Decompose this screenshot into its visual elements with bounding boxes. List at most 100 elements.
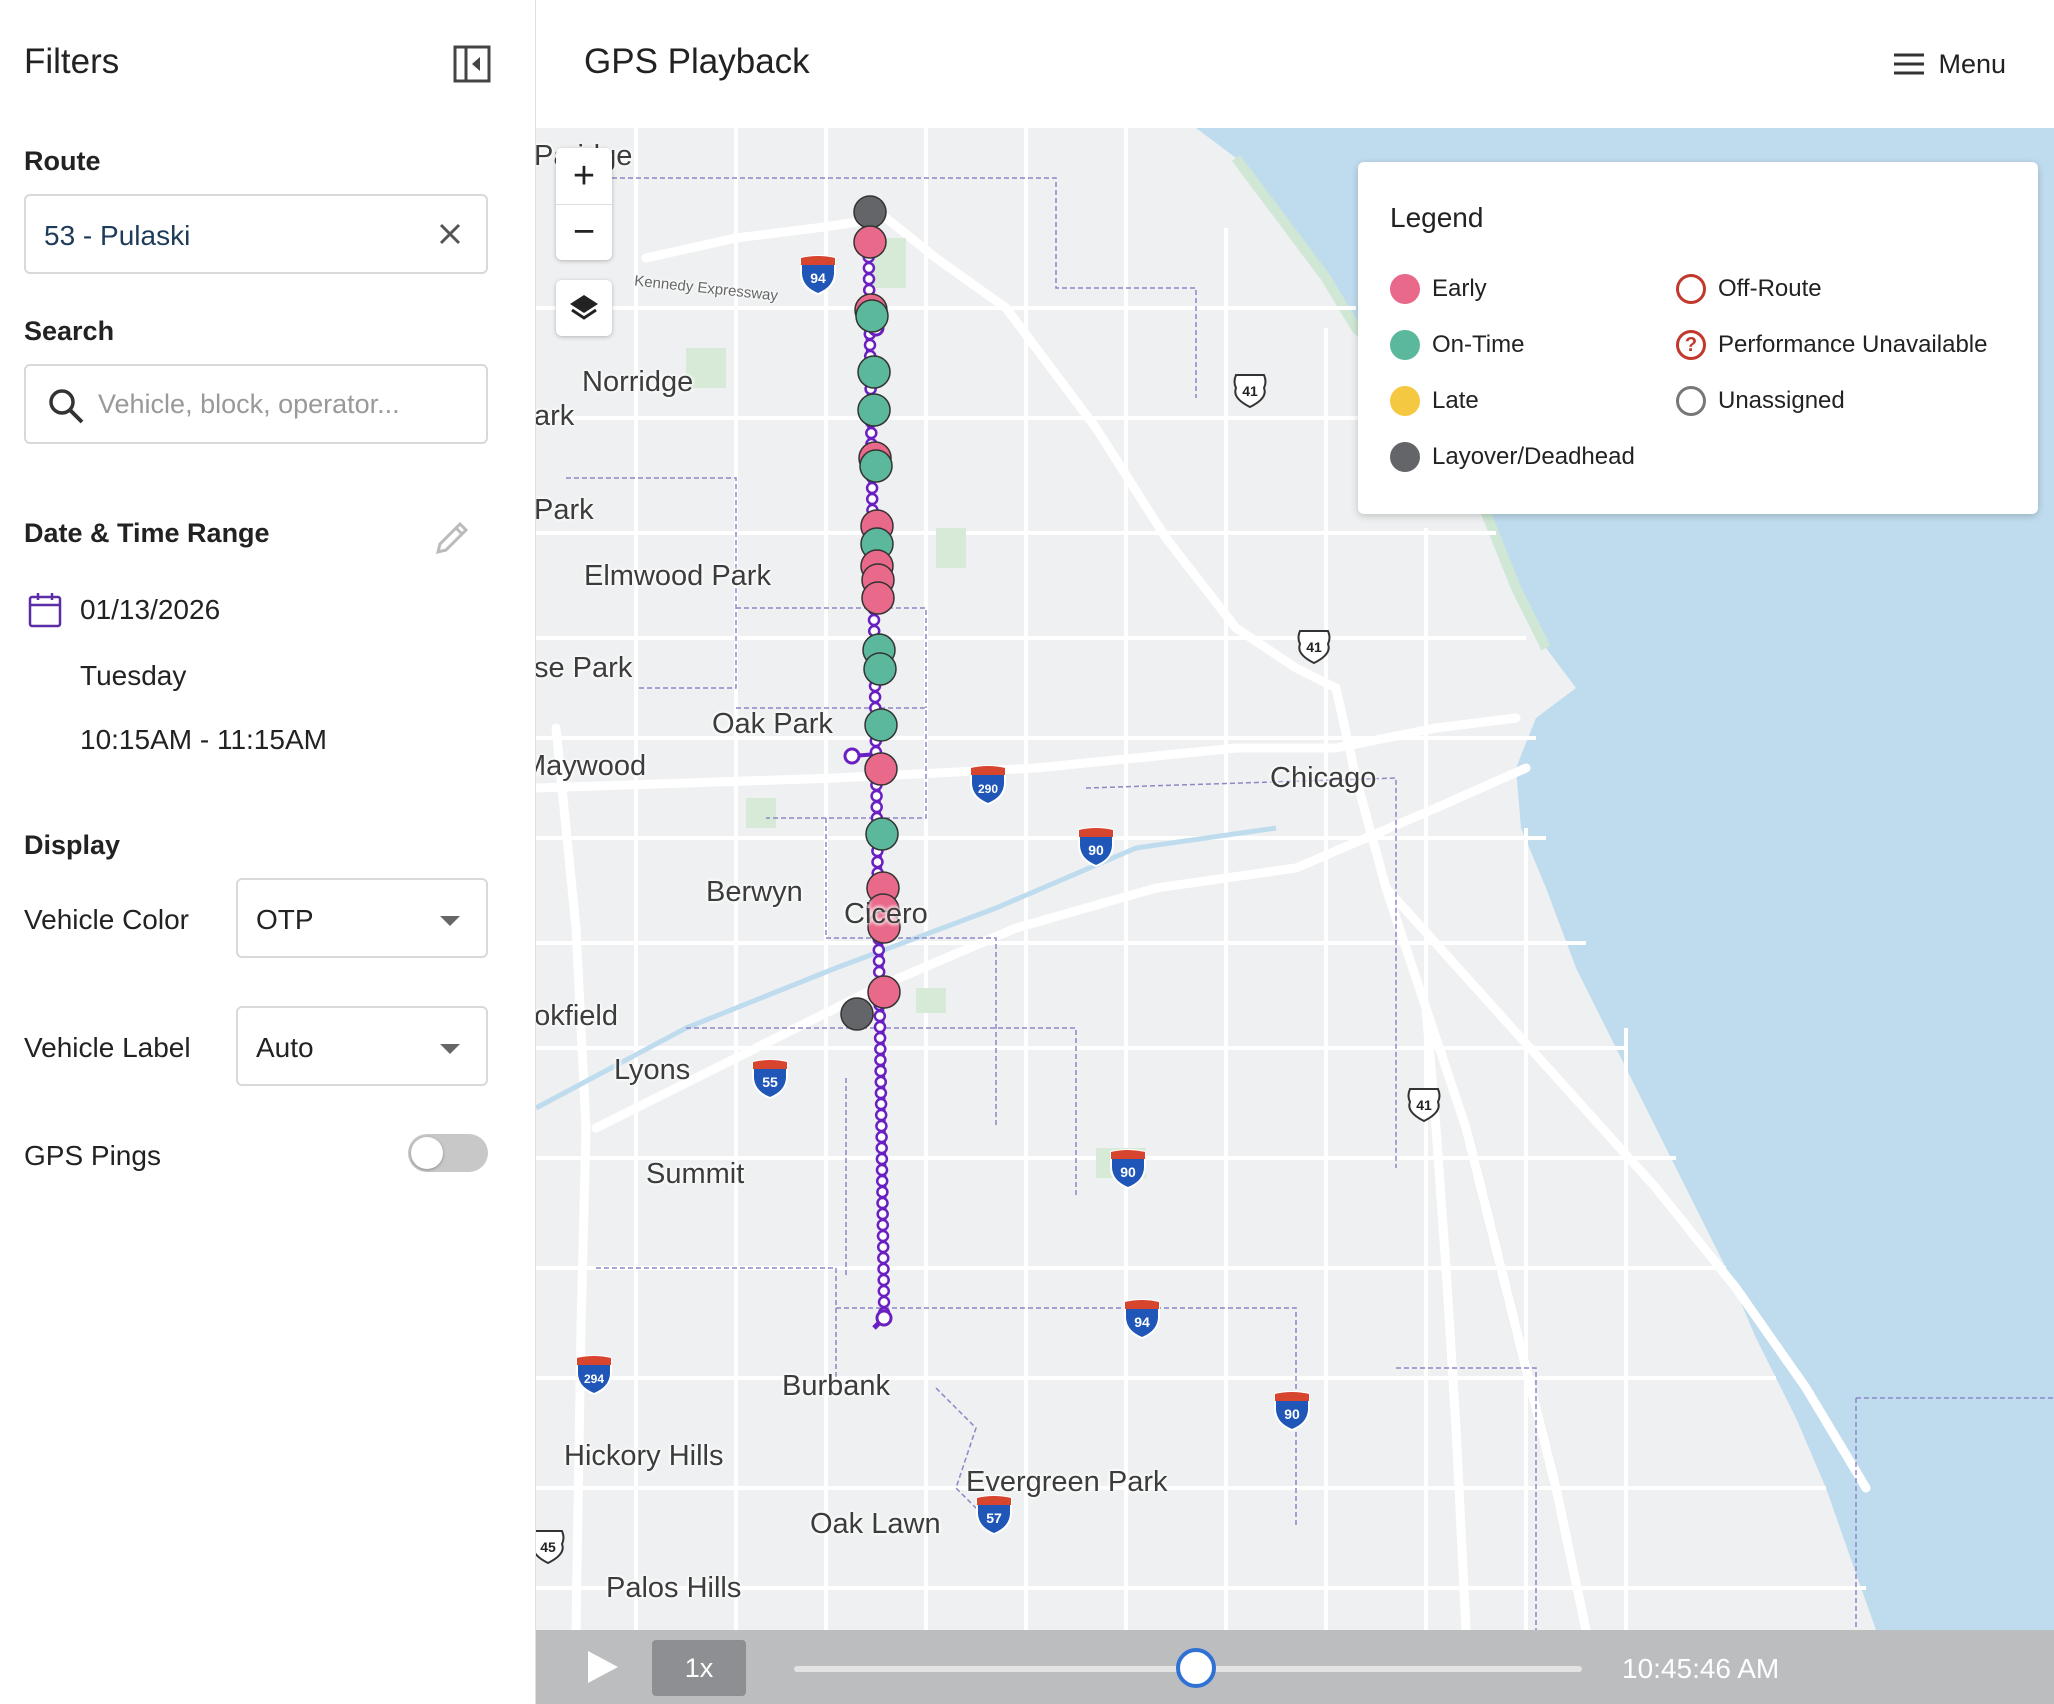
weekday-value: Tuesday [80, 660, 187, 691]
edit-pencil-icon[interactable] [432, 518, 472, 558]
zoom-in-button[interactable]: + [572, 154, 596, 197]
legend-item-unassigned: Unassigned [1676, 386, 1845, 416]
chevron-down-icon [440, 916, 460, 926]
route-select[interactable]: 53 - Pulaski [24, 194, 488, 274]
map-label-oak-lawn: Oak Lawn [810, 1508, 941, 1540]
map-label-berwyn: Berwyn [706, 876, 803, 908]
legend-label: Late [1432, 387, 1479, 414]
vehicle-marker-on-time[interactable] [864, 708, 898, 742]
gps-ping-marker [876, 1218, 890, 1232]
search-input[interactable] [98, 384, 468, 424]
gps-ping-marker [870, 789, 883, 803]
gps-ping-marker [876, 1240, 890, 1254]
gps-ping-marker [873, 1009, 887, 1023]
playback-time: 10:45:46 AM [1622, 1653, 1780, 1684]
collapse-sidebar-button[interactable] [452, 44, 492, 84]
vehicle-marker-layover-deadhead[interactable] [840, 997, 874, 1031]
interstate-shield-icon: 57 [974, 1494, 1014, 1541]
gps-pings-toggle[interactable] [408, 1134, 488, 1172]
vehicle-marker-on-time[interactable] [855, 299, 889, 333]
gps-ping-marker [873, 1031, 887, 1045]
legend-label: Off-Route [1718, 275, 1822, 302]
vehicle-marker-layover-deadhead[interactable] [853, 195, 887, 229]
gps-ping-marker [874, 1053, 887, 1067]
gps-ping-marker [877, 1273, 890, 1287]
sidebar-collapse-icon [453, 45, 491, 83]
hamburger-icon [1894, 53, 1925, 75]
svg-text:41: 41 [1306, 639, 1322, 655]
gps-ping-marker [877, 1262, 890, 1276]
map-label-hickory-hills: Hickory Hills [564, 1440, 724, 1472]
vehicle-marker-on-time[interactable] [863, 652, 897, 686]
vehicle-marker-on-time[interactable] [857, 355, 891, 389]
vehicle-marker-early[interactable] [853, 225, 887, 259]
legend-item-late: Late [1390, 386, 1479, 416]
gps-ping-marker [873, 1020, 887, 1034]
play-icon[interactable] [584, 1649, 620, 1685]
gps-ping-marker [862, 272, 876, 286]
vehicle-marker-early[interactable] [864, 752, 898, 786]
interstate-shield-icon: 90 [1272, 1390, 1312, 1437]
interstate-shield-icon: 290 [968, 764, 1008, 811]
vehicle-marker-early[interactable] [867, 975, 901, 1009]
late-dot-icon [1390, 386, 1420, 416]
gps-ping-marker [876, 1207, 889, 1221]
gps-ping-marker [874, 1075, 888, 1089]
legend-item-off-route: Off-Route [1676, 274, 1822, 304]
legend-item-on-time: On-Time [1390, 330, 1524, 360]
gps-ping-marker [872, 954, 886, 968]
filters-sidebar: Filters Route 53 - Pulaski Search Date &… [0, 0, 536, 1704]
legend-label: Performance Unavailable [1718, 331, 1988, 358]
gps-ping-marker [875, 1174, 889, 1188]
gps-ping-marker [874, 1086, 888, 1100]
playback-slider-thumb[interactable] [1175, 1648, 1216, 1688]
us-route-shield-icon: 41 [1294, 628, 1334, 671]
gps-ping-marker [875, 1152, 889, 1166]
zoom-out-button[interactable]: − [556, 204, 612, 260]
map-legend: Legend Early On-Time Late Layover/Deadhe… [1358, 162, 2038, 514]
vehicle-marker-on-time[interactable] [857, 393, 891, 427]
vehicle-marker-early[interactable] [861, 581, 895, 615]
vehicle-label-label: Vehicle Label [24, 1032, 191, 1063]
search-field [24, 364, 488, 444]
svg-text:41: 41 [1416, 1097, 1432, 1113]
interstate-shield-icon: 94 [798, 254, 838, 301]
svg-text:290: 290 [978, 782, 998, 796]
gps-ping-marker [874, 1064, 887, 1078]
vehicle-marker-on-time[interactable] [859, 449, 893, 483]
map-label-palos-hills: Palos Hills [606, 1572, 742, 1604]
route-value: 53 - Pulaski [44, 220, 191, 251]
map-label-park-fragment: ark [536, 400, 575, 432]
vehicle-color-select[interactable]: OTP [236, 878, 488, 958]
svg-text:94: 94 [810, 270, 826, 286]
gps-ping-marker [868, 690, 882, 704]
legend-item-layover: Layover/Deadhead [1390, 442, 1635, 472]
map-label-oak-park: Oak Park [712, 708, 833, 740]
svg-text:55: 55 [762, 1074, 778, 1090]
interstate-shield-icon: 90 [1108, 1148, 1148, 1195]
route-endpoint-marker [875, 1309, 893, 1327]
gps-ping-marker [876, 1196, 889, 1210]
unassigned-ring-icon [1676, 386, 1706, 416]
playback-bar: 1x 10:45:46 AM [536, 1630, 2054, 1704]
svg-text:57: 57 [986, 1510, 1002, 1526]
svg-text:41: 41 [1242, 383, 1258, 399]
gps-ping-marker [871, 855, 884, 869]
vehicle-marker-on-time[interactable] [865, 817, 899, 851]
on-time-dot-icon [1390, 330, 1420, 360]
map-label-lyons: Lyons [614, 1054, 691, 1086]
calendar-icon [28, 593, 62, 628]
off-route-ring-icon [1676, 274, 1706, 304]
route-endpoint-marker [843, 747, 861, 765]
zoom-control: + − [556, 148, 612, 260]
interstate-shield-icon: 294 [574, 1354, 614, 1401]
vehicle-marker-early[interactable] [867, 910, 901, 944]
map-label-chicago: Chicago [1270, 762, 1377, 794]
layers-button[interactable] [556, 280, 612, 336]
map-canvas[interactable]: Pa idge Norridge ark Park Elmwood Park s… [536, 128, 2054, 1630]
playback-speed-button[interactable]: 1x [652, 1640, 746, 1696]
clear-icon[interactable] [432, 216, 468, 252]
vehicle-label-select[interactable]: Auto [236, 1006, 488, 1086]
gps-ping-marker [870, 800, 883, 814]
menu-button[interactable]: Menu [1894, 44, 2006, 84]
